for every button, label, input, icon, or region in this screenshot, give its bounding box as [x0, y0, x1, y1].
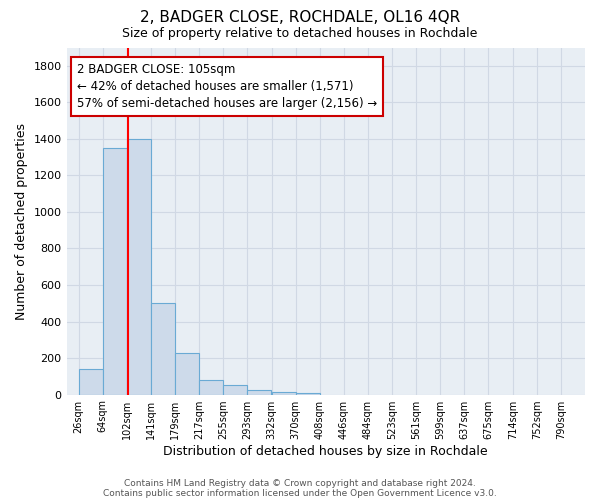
Bar — [79, 369, 103, 394]
Y-axis label: Number of detached properties: Number of detached properties — [15, 122, 28, 320]
Bar — [199, 380, 223, 394]
Bar — [272, 392, 296, 394]
Bar — [296, 393, 320, 394]
Text: Size of property relative to detached houses in Rochdale: Size of property relative to detached ho… — [122, 28, 478, 40]
Text: 2, BADGER CLOSE, ROCHDALE, OL16 4QR: 2, BADGER CLOSE, ROCHDALE, OL16 4QR — [140, 10, 460, 25]
Bar — [151, 303, 175, 394]
Bar — [103, 148, 127, 394]
X-axis label: Distribution of detached houses by size in Rochdale: Distribution of detached houses by size … — [163, 444, 488, 458]
Bar — [175, 352, 199, 395]
Text: Contains HM Land Registry data © Crown copyright and database right 2024.: Contains HM Land Registry data © Crown c… — [124, 478, 476, 488]
Text: 2 BADGER CLOSE: 105sqm
← 42% of detached houses are smaller (1,571)
57% of semi-: 2 BADGER CLOSE: 105sqm ← 42% of detached… — [77, 63, 377, 110]
Bar — [223, 386, 247, 394]
Bar — [127, 139, 151, 394]
Bar — [247, 390, 271, 394]
Text: Contains public sector information licensed under the Open Government Licence v3: Contains public sector information licen… — [103, 488, 497, 498]
